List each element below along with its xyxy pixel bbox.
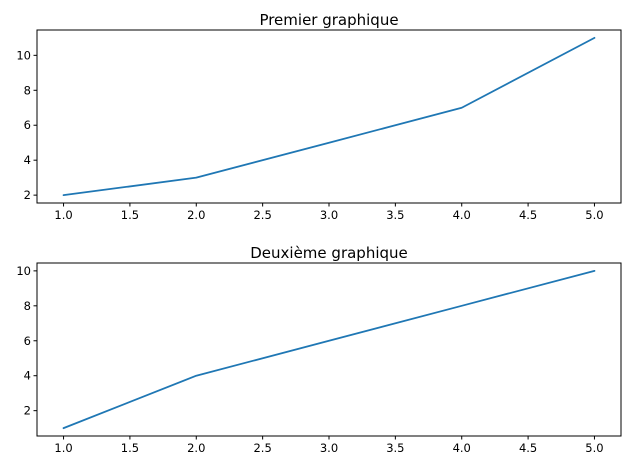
x-tick-label: 2.5	[253, 208, 271, 222]
x-tick-label: 2.5	[253, 441, 271, 455]
y-tick-label: 2	[24, 404, 31, 418]
x-tick-label: 2.0	[187, 441, 205, 455]
subplot-premier-graphique: Premier graphique 1.0 1.5 2.0 2.5 3.0 3.5 4.0 4…	[16, 11, 622, 222]
x-tick-label: 5.0	[585, 441, 603, 455]
x-tick-label: 1.5	[121, 208, 139, 222]
series-line	[62, 269, 596, 430]
x-tick-label: 4.0	[453, 441, 471, 455]
x-tick-label: 1.0	[54, 441, 72, 455]
chart-title: Premier graphique	[259, 11, 398, 29]
x-tick-label: 3.5	[386, 441, 404, 455]
subplot-deuxieme-graphique: Deuxième graphique 1.0 1.5 2.0 2.5 3.0 3.5 4.0…	[16, 244, 622, 455]
y-tick-label: 6	[24, 334, 31, 348]
chart-title: Deuxième graphique	[250, 244, 408, 262]
y-tick-label: 4	[24, 369, 31, 383]
x-tick-label: 4.5	[519, 208, 537, 222]
x-tick-label: 3.5	[386, 208, 404, 222]
y-tick-label: 2	[24, 188, 31, 202]
y-tick-label: 4	[24, 153, 31, 167]
x-tick-label: 4.5	[519, 441, 537, 455]
axes-frame	[36, 29, 622, 204]
x-tick-label: 3.0	[320, 208, 338, 222]
series-line	[62, 36, 596, 197]
y-tick-label: 8	[24, 83, 31, 97]
x-tick-label: 1.5	[121, 441, 139, 455]
x-tick-label: 3.0	[320, 441, 338, 455]
x-tick-label: 5.0	[585, 208, 603, 222]
axes-frame	[36, 262, 622, 437]
x-tick-label: 2.0	[187, 208, 205, 222]
y-tick-label: 10	[16, 48, 31, 62]
x-tick-label: 1.0	[54, 208, 72, 222]
y-tick-label: 10	[16, 264, 31, 278]
y-tick-label: 8	[24, 299, 31, 313]
y-tick-label: 6	[24, 118, 31, 132]
x-tick-label: 4.0	[453, 208, 471, 222]
